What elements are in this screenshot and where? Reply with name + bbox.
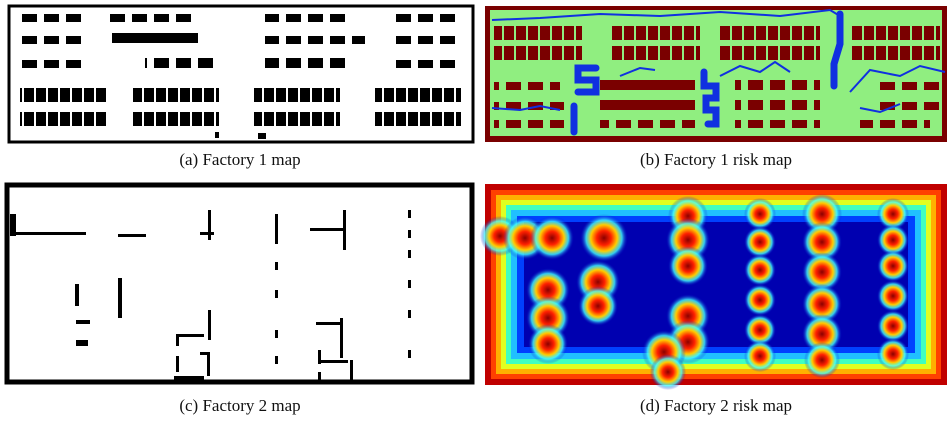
factory-2-map — [7, 185, 472, 382]
caption: (b) Factory 1 risk map — [481, 150, 951, 170]
caption: (d) Factory 2 risk map — [481, 396, 951, 416]
figure: (a) Factory 1 map (b) Factory 1 risk map… — [0, 0, 952, 427]
factory-2-risk-map — [480, 184, 947, 390]
factory-1-map — [9, 6, 473, 142]
caption: (c) Factory 2 map — [5, 396, 475, 416]
map-panels — [0, 0, 952, 427]
caption: (a) Factory 1 map — [5, 150, 475, 170]
factory-1-risk-map — [485, 6, 947, 142]
